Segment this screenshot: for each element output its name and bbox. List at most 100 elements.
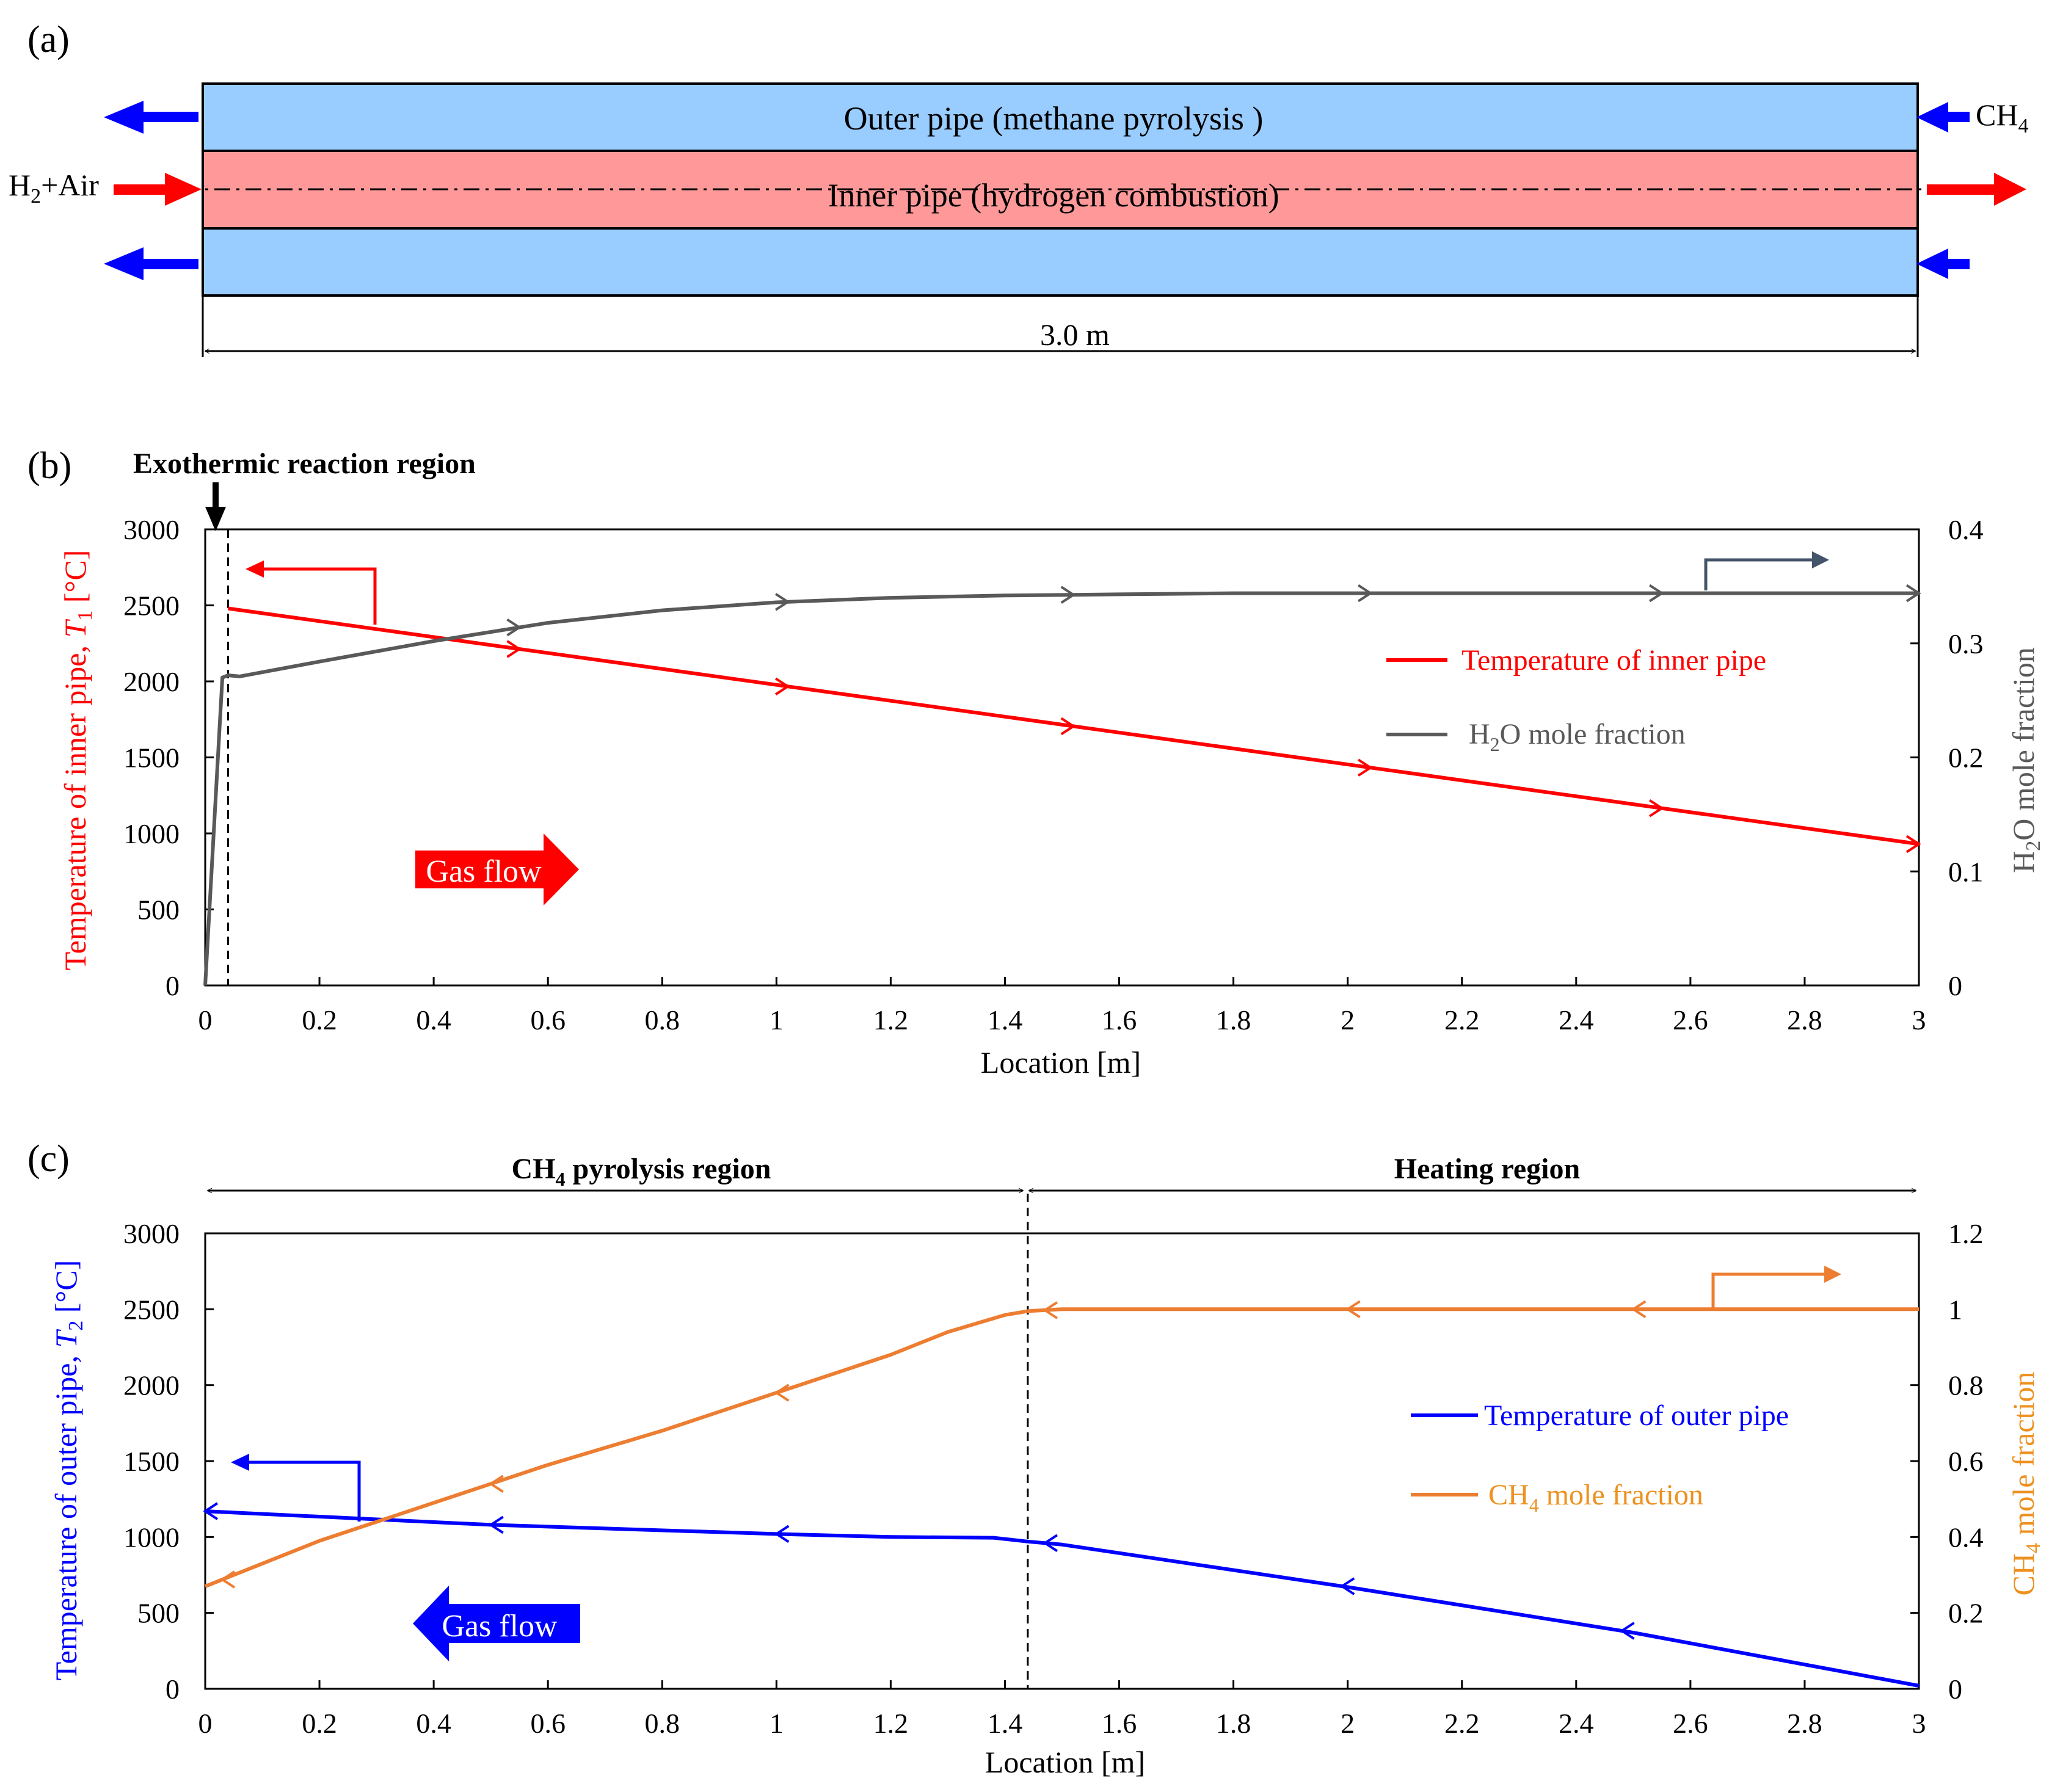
- inner-pipe-label: Inner pipe (hydrogen combustion): [828, 177, 1279, 214]
- y2-axis-label-c: CH4 mole fraction: [2006, 1372, 2045, 1596]
- y2-axis-label-b: H2O mole fraction: [2006, 647, 2045, 873]
- left-axis-indicator-head-c: [231, 1454, 249, 1471]
- outlet-arrow-exhaust: [1927, 173, 2026, 206]
- x-tick-label-b: 3: [1912, 1004, 1926, 1036]
- direction-chevron-b: [1060, 586, 1076, 604]
- series-line-temperature-of-outer-pipe: [205, 1509, 1920, 1688]
- x-tick-label-b: 2.6: [1673, 1004, 1708, 1036]
- panel-a-label: (a): [27, 19, 70, 60]
- x-tick-label-c: 1.2: [873, 1708, 909, 1739]
- y-tick-label-b: 1000: [123, 818, 180, 849]
- panel-b-label: (b): [27, 445, 71, 487]
- direction-chevron-c: [1345, 1300, 1361, 1319]
- direction-chevron-c: [1043, 1534, 1058, 1552]
- direction-chevron-c: [774, 1384, 790, 1402]
- y2-tick-label-c: 0: [1948, 1674, 1962, 1705]
- series-line-ch4-mole-fraction: [204, 1307, 1919, 1588]
- y-tick-label-b: 1500: [123, 742, 180, 774]
- y2-tick-label-c: 0.6: [1948, 1446, 1984, 1477]
- x-tick-label-c: 0.4: [416, 1708, 451, 1739]
- x-tick-label-b: 2.4: [1559, 1004, 1594, 1036]
- x-tick-label-c: 0.2: [302, 1708, 337, 1739]
- direction-chevron-b: [1905, 584, 1921, 603]
- x-tick-label-c: 1.6: [1102, 1708, 1137, 1739]
- panel-b: (b) Exothermic reaction region Gas flow …: [27, 445, 2045, 1079]
- x-tick-label-b: 1.2: [873, 1004, 909, 1036]
- right-axis-indicator-head-b: [1812, 551, 1829, 568]
- x-tick-label-b: 0.4: [416, 1004, 451, 1036]
- y-tick-label-c: 1000: [123, 1522, 180, 1553]
- y-tick-label-c: 2000: [123, 1370, 180, 1401]
- direction-chevron-b: [774, 677, 790, 695]
- legend-frac-label-c: CH4 mole fraction: [1488, 1479, 1703, 1516]
- x-tick-label-c: 3: [1912, 1708, 1926, 1739]
- y-tick-label-c: 500: [137, 1598, 180, 1629]
- right-axis-indicator-arrow-b: [1704, 558, 1817, 590]
- y-tick-label-b: 2500: [123, 590, 180, 622]
- x-tick-label-b: 0.6: [530, 1004, 566, 1036]
- y-tick-label-c: 1500: [123, 1446, 180, 1477]
- direction-chevron-c: [488, 1515, 504, 1534]
- x-tick-label-c: 0: [198, 1708, 213, 1739]
- outer-pipe-bottom: [202, 227, 1919, 297]
- y-tick-label-b: 500: [137, 894, 180, 926]
- legend-temp-label-b: Temperature of inner pipe: [1461, 644, 1766, 677]
- legend-temp-label-c: Temperature of outer pipe: [1484, 1399, 1789, 1432]
- x-tick-label-b: 2.2: [1444, 1004, 1480, 1036]
- y2-tick-label-b: 0.1: [1948, 856, 1984, 887]
- y2-tick-label-b: 0.4: [1948, 514, 1984, 545]
- pyrolysis-region-label: CH4 pyrolysis region: [512, 1153, 771, 1190]
- y-tick-label-c: 0: [166, 1674, 180, 1705]
- x-tick-label-c: 1.8: [1216, 1708, 1251, 1739]
- x-axis-label-c: Location [m]: [985, 1745, 1145, 1779]
- direction-chevron-c: [1619, 1622, 1635, 1640]
- direction-chevron-c: [220, 1570, 236, 1589]
- ch4-inlet-label: CH4: [1976, 98, 2028, 137]
- direction-chevron-b: [1649, 799, 1664, 818]
- x-tick-label-b: 0: [198, 1004, 213, 1036]
- left-axis-indicator-arrow-b: [257, 567, 377, 625]
- panel-c: (c) CH4 pyrolysis region Heating region …: [27, 1138, 2045, 1779]
- x-axis-label-b: Location [m]: [981, 1045, 1141, 1079]
- panel-c-label: (c): [27, 1138, 70, 1180]
- direction-chevron-c: [774, 1525, 790, 1544]
- y-tick-label-b: 3000: [123, 514, 180, 545]
- x-tick-label-c: 2.2: [1444, 1708, 1480, 1739]
- outlet-arrow-bottom-left: [104, 247, 198, 280]
- x-tick-label-b: 2.8: [1787, 1004, 1822, 1036]
- y-tick-label-c: 3000: [123, 1218, 180, 1249]
- direction-chevron-b: [1649, 584, 1664, 603]
- x-tick-label-c: 0.6: [530, 1708, 566, 1739]
- x-tick-label-b: 1.8: [1216, 1004, 1251, 1036]
- y-tick-label-c: 2500: [123, 1294, 180, 1325]
- y2-tick-label-b: 0.2: [1948, 742, 1984, 774]
- outer-pipe-label: Outer pipe (methane pyrolysis ): [844, 100, 1264, 137]
- direction-chevron-c: [488, 1475, 504, 1493]
- y2-tick-label-c: 0.2: [1948, 1598, 1984, 1629]
- inlet-arrow-ch4-bottom: [1916, 248, 1970, 279]
- direction-chevron-b: [506, 618, 522, 637]
- x-tick-label-c: 2.8: [1787, 1708, 1822, 1739]
- x-tick-label-c: 1: [770, 1708, 784, 1739]
- direction-chevron-c: [1631, 1300, 1647, 1319]
- left-axis-indicator-arrow-c: [243, 1460, 361, 1522]
- y-axis-label-c: Temperature of outer pipe, T2 [°C]: [49, 1260, 87, 1681]
- direction-chevron-b: [506, 640, 522, 658]
- x-tick-label-b: 1.6: [1102, 1004, 1137, 1036]
- x-tick-label-c: 2.4: [1559, 1708, 1594, 1739]
- direction-chevron-b: [1357, 758, 1373, 777]
- y2-tick-label-c: 0.8: [1948, 1370, 1984, 1401]
- h2-air-label: H2+Air: [9, 168, 99, 208]
- gas-flow-arrow-left: Gas flow: [413, 1586, 580, 1661]
- x-tick-label-c: 2: [1341, 1708, 1355, 1739]
- x-tick-label-b: 0.2: [302, 1004, 337, 1036]
- inlet-arrow-ch4-top: [1916, 102, 1970, 132]
- gas-flow-label-c: Gas flow: [442, 1609, 558, 1644]
- y2-tick-label-b: 0: [1948, 970, 1962, 1001]
- inlet-arrow-h2-air: [114, 173, 202, 206]
- gas-flow-label-b: Gas flow: [426, 854, 542, 889]
- x-tick-label-c: 2.6: [1673, 1708, 1708, 1739]
- x-tick-label-c: 1.4: [988, 1708, 1023, 1739]
- direction-chevron-c: [1043, 1301, 1058, 1319]
